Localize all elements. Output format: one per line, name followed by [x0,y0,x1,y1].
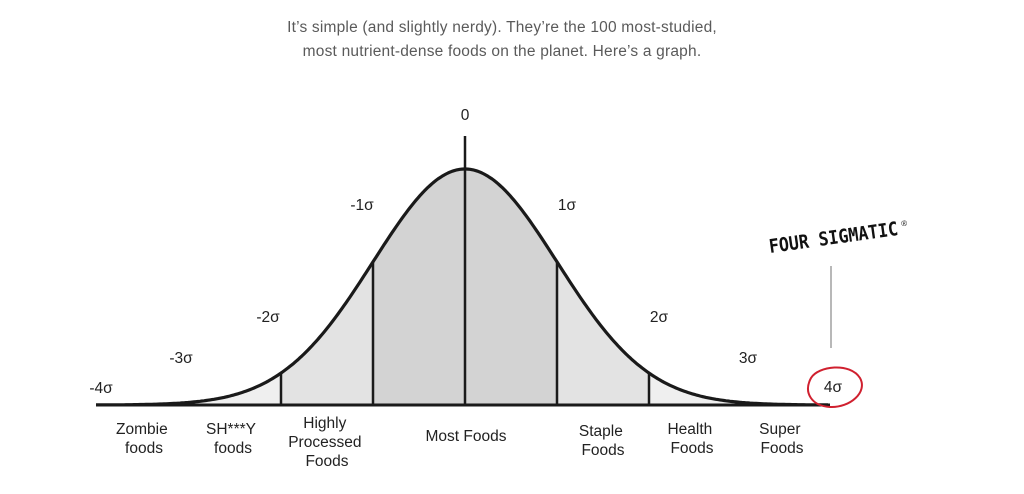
sigma-label-1: 1σ [558,197,577,214]
intro-line-1: It’s simple (and slightly nerdy). They’r… [287,19,717,36]
bell-curve-outline [96,167,828,407]
category-most-foods: Most Foods [426,428,507,445]
intro-text: It’s simple (and slightly nerdy). They’r… [0,16,1004,64]
sigma-label-2: 2σ [650,309,669,326]
category-staple-foods: Staple Foods [579,423,627,459]
sigma-label-3: 3σ [739,350,758,367]
category-line: Super [759,421,800,438]
highlight-circle [807,366,863,409]
category-shy-foods: SH***Y foods [206,421,260,457]
category-line: Foods [670,440,713,457]
sigma-label-minus-4: -4σ [89,380,113,397]
sigma-label-minus-2: -2σ [256,309,280,326]
sigma-label-minus-3: -3σ [169,350,193,367]
category-line: Foods [581,442,624,459]
band-outer-left [189,373,281,405]
category-line: Processed [288,434,361,451]
intro-line-2: most nutrient-dense foods on the planet.… [302,43,702,60]
category-line: Most Foods [426,428,507,445]
category-line: Foods [760,440,803,457]
category-line: Zombie [116,421,168,438]
category-line: Health [667,421,712,438]
sigma-label-4: 4σ [824,379,843,396]
category-super-foods: Super Foods [759,421,805,457]
band-outer-right [649,373,741,405]
category-line: Staple [579,423,623,440]
sigma-label-minus-1: -1σ [350,197,374,214]
category-line: Foods [305,453,348,470]
category-line: SH***Y [206,421,256,438]
category-line: Highly [303,415,346,432]
category-labels: Zombie foods SH***Y foods Highly Process… [116,415,805,470]
category-highly-processed-foods: Highly Processed Foods [288,415,366,470]
sigma-label-zero: 0 [461,107,470,124]
category-health-foods: Health Foods [667,421,716,457]
brand-logo-text: FOUR SIGMATIC [768,218,900,258]
registered-mark: ® [901,219,908,229]
band-center-right [465,169,557,405]
category-zombie-foods: Zombie foods [116,421,172,457]
category-line: foods [125,440,163,457]
category-line: foods [214,440,252,457]
brand-logo: FOUR SIGMATIC ® [768,218,908,258]
band-center-left [373,169,465,405]
